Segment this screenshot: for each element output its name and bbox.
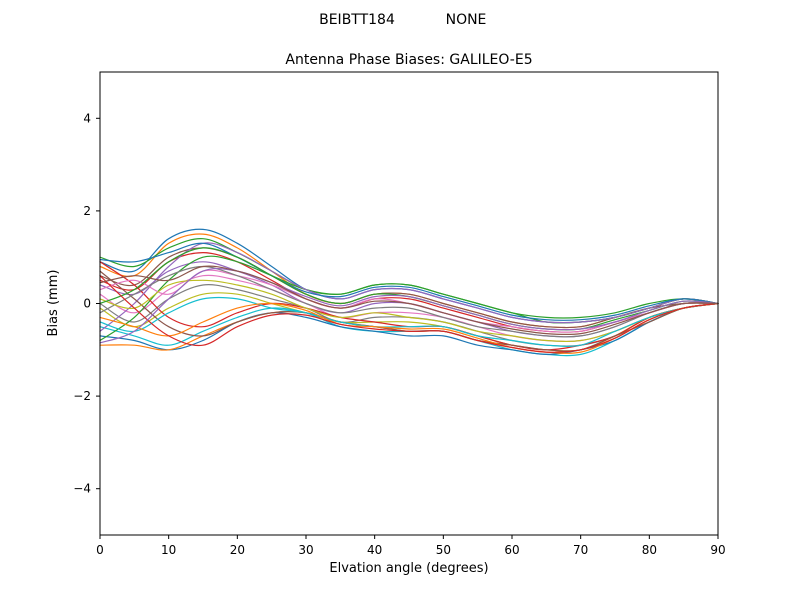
series-line-s24 [99,275,719,353]
series-line-s11 [99,302,719,355]
series-line-s25 [99,267,719,344]
x-axis-ticks: 0 10 20 30 40 50 60 70 80 90 [96,535,726,557]
series-lines [99,228,719,357]
x-tick-label: 10 [161,543,176,557]
x-axis-label: Elvation angle (degrees) [329,561,488,576]
x-tick-label: 60 [504,543,519,557]
y-axis-ticks: −4 −2 0 2 4 [73,111,100,496]
x-tick-label: 40 [367,543,382,557]
series-line-s20 [99,296,719,347]
x-tick-label: 0 [96,543,104,557]
y-tick-label: 2 [83,204,91,218]
figure-suptitle-secondary: NONE [446,12,487,28]
x-tick-label: 20 [230,543,245,557]
series-line-s21 [99,242,719,321]
chart-title: Antenna Phase Biases: GALILEO-E5 [285,52,532,68]
series-line-s16 [99,270,719,352]
x-tick-label: 90 [710,543,725,557]
x-tick-label: 70 [573,543,588,557]
figure-suptitle-station: BEIBTT184 [319,12,395,28]
x-tick-label: 50 [436,543,451,557]
x-tick-label: 30 [298,543,313,557]
y-tick-label: −2 [73,389,91,403]
y-tick-label: −4 [73,482,91,496]
y-tick-label: 4 [83,111,91,125]
x-tick-label: 80 [642,543,657,557]
y-axis-label: Bias (mm) [46,270,61,337]
y-tick-label: 0 [83,297,91,311]
axes-frame [99,71,719,536]
series-line-s04 [99,252,719,333]
series-line-s22 [99,302,719,354]
series-line-s26 [99,265,719,336]
